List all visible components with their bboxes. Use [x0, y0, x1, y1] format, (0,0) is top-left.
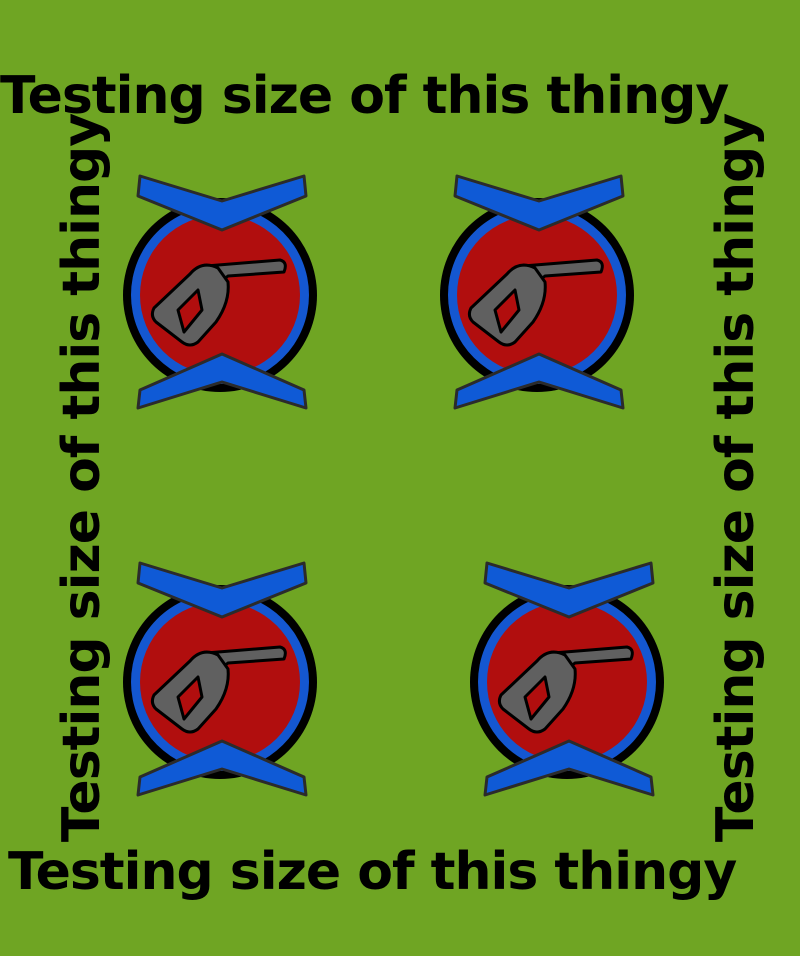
- fuel-pump-nozzle-icon: [121, 561, 319, 797]
- fuel-badge-bottom-right[interactable]: [467, 557, 667, 797]
- caption-right: Testing size of this thingy: [706, 113, 766, 843]
- fuel-pump-nozzle-icon: [468, 561, 666, 797]
- caption-left: Testing size of this thingy: [52, 113, 112, 843]
- fuel-badge-bottom-left[interactable]: [120, 557, 320, 797]
- caption-top: Testing size of this thingy: [0, 66, 729, 126]
- fuel-pump-nozzle-icon: [121, 174, 319, 410]
- caption-bottom: Testing size of this thingy: [8, 842, 737, 902]
- fuel-badge-top-left[interactable]: [120, 170, 320, 410]
- fuel-pump-nozzle-icon: [438, 174, 636, 410]
- fuel-badge-top-right[interactable]: [437, 170, 637, 410]
